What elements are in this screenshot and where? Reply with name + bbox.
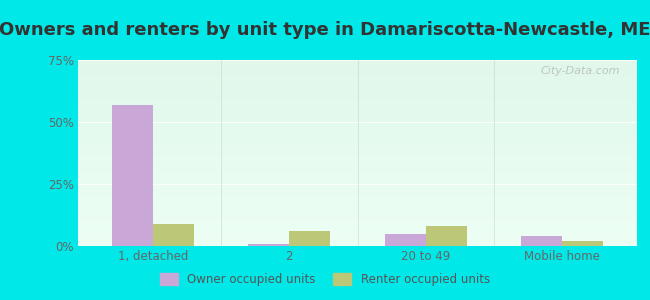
Bar bbox=[248, 244, 289, 246]
Bar bbox=[289, 231, 330, 246]
Bar bbox=[521, 236, 562, 246]
Legend: Owner occupied units, Renter occupied units: Owner occupied units, Renter occupied un… bbox=[155, 268, 495, 291]
Bar bbox=[426, 226, 467, 246]
Text: Owners and renters by unit type in Damariscotta-Newcastle, ME: Owners and renters by unit type in Damar… bbox=[0, 21, 650, 39]
Bar bbox=[112, 105, 153, 246]
Bar bbox=[153, 224, 194, 246]
Bar bbox=[385, 234, 426, 246]
Text: City-Data.com: City-Data.com bbox=[541, 66, 620, 76]
Bar bbox=[562, 241, 603, 246]
